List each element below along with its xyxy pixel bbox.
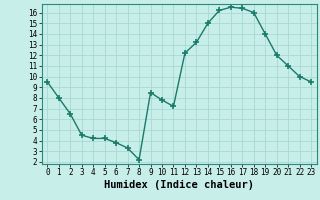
X-axis label: Humidex (Indice chaleur): Humidex (Indice chaleur)	[104, 180, 254, 190]
